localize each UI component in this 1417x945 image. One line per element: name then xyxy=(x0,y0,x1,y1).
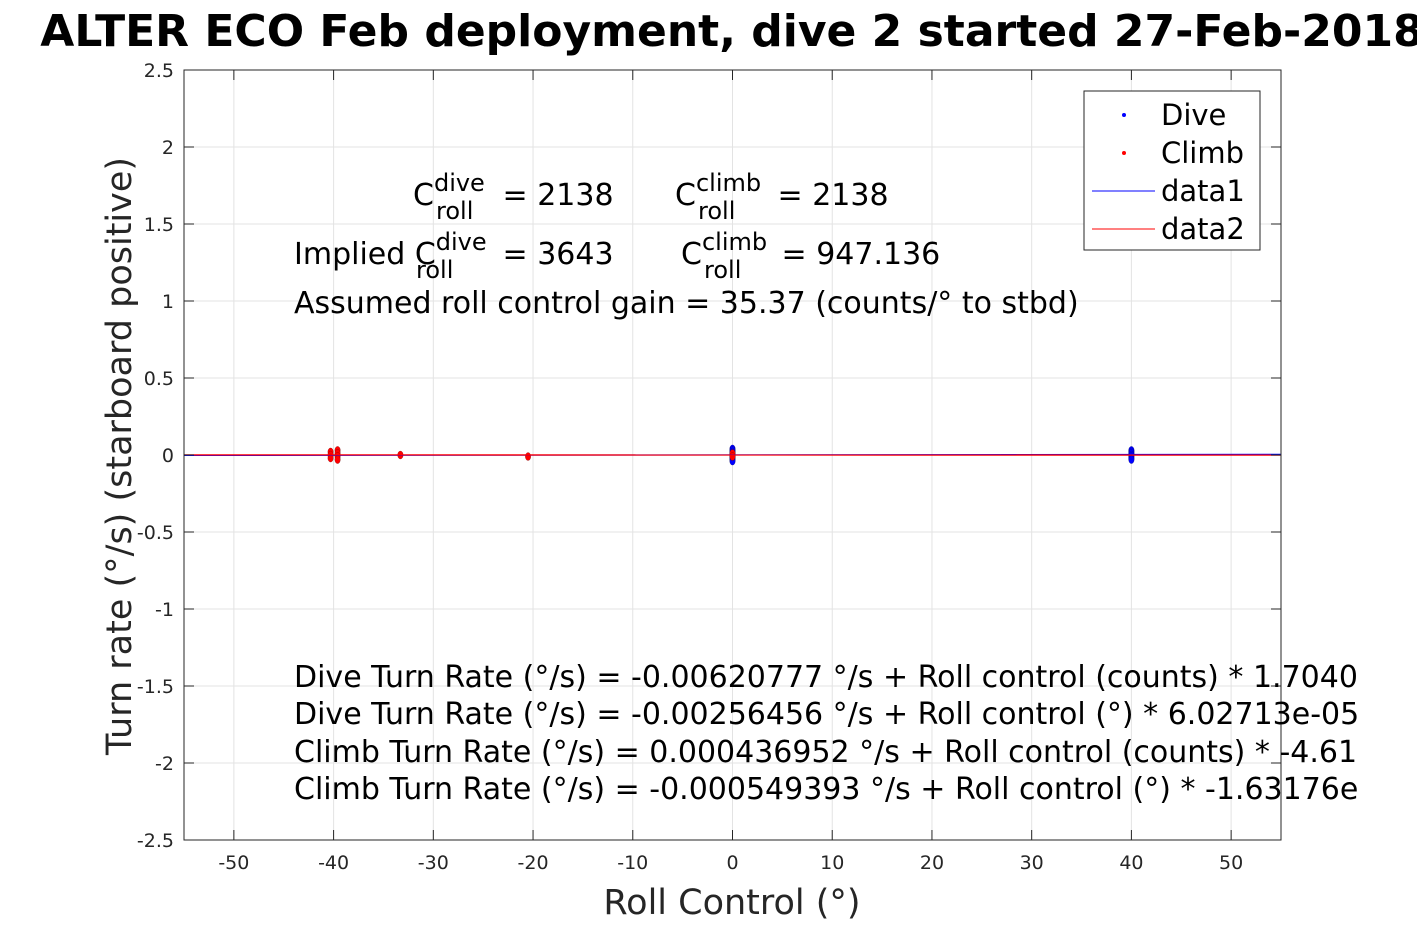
legend-label-data1: data1 xyxy=(1161,174,1245,208)
legend: Dive Climb data1 data2 xyxy=(1083,90,1261,251)
x-tick-label: 0 xyxy=(726,852,738,874)
y-tick-label: 0 xyxy=(162,445,174,467)
legend-box xyxy=(1083,90,1261,251)
legend-marker-dive xyxy=(1122,113,1126,117)
x-tick-label: -50 xyxy=(218,852,249,874)
y-tick-label: 2.5 xyxy=(144,60,174,82)
y-tick-label: 2 xyxy=(162,137,174,159)
equation-climb-degrees: Climb Turn Rate (°/s) = -0.000549393 °/s… xyxy=(294,772,1358,807)
x-tick-label: -30 xyxy=(418,852,449,874)
data-point-Climb xyxy=(729,452,736,461)
x-tick-label: 10 xyxy=(820,852,844,874)
x-tick-label: -40 xyxy=(318,852,349,874)
data-point-Dive xyxy=(1128,455,1135,464)
y-tick-label: -2.5 xyxy=(137,830,174,852)
x-tick-label: 30 xyxy=(1020,852,1044,874)
x-tick-label: 20 xyxy=(920,852,944,874)
x-tick-label: -20 xyxy=(518,852,549,874)
y-tick-label: -0.5 xyxy=(137,522,174,544)
legend-marker-climb xyxy=(1122,151,1126,155)
chart-title: ALTER ECO Feb deployment, dive 2 started… xyxy=(40,6,1417,57)
x-axis-ticks: -50 -40 -30 -20 -10 0 10 20 30 40 50 xyxy=(218,70,1243,874)
y-tick-label: -1.5 xyxy=(137,676,174,698)
annotation-gain: Assumed roll control gain = 35.37 (count… xyxy=(294,286,1079,321)
annotation-climb-c-roll: Cclimb roll = 2138 xyxy=(675,169,889,225)
annotation-implied-dive: Implied Cdive roll = 3643 xyxy=(294,228,614,284)
y-axis-ticks: -2.5 -2 -1.5 -1 -0.5 0 0.5 1 1.5 2 2.5 xyxy=(137,60,1281,852)
x-tick-label: -10 xyxy=(617,852,648,874)
data-point-Climb xyxy=(334,455,341,464)
equation-dive-counts: Dive Turn Rate (°/s) = -0.00620777 °/s +… xyxy=(294,660,1358,695)
y-axis-label: Turn rate (°/s) (starboard positive) xyxy=(100,157,140,756)
data-point-Climb xyxy=(327,453,334,463)
legend-label-dive: Dive xyxy=(1161,98,1226,132)
annotation-dive-c-roll: Cdive roll = 2138 xyxy=(413,169,614,225)
legend-label-climb: Climb xyxy=(1161,136,1244,170)
equation-dive-degrees: Dive Turn Rate (°/s) = -0.00256456 °/s +… xyxy=(294,697,1359,732)
equation-climb-counts: Climb Turn Rate (°/s) = 0.000436952 °/s … xyxy=(294,735,1357,770)
y-tick-label: 0.5 xyxy=(144,368,174,390)
x-tick-label: 50 xyxy=(1219,852,1243,874)
y-tick-label: 1.5 xyxy=(144,214,174,236)
annotation-implied-climb: Cclimb roll = 947.136 xyxy=(681,228,940,284)
y-tick-label: -2 xyxy=(155,753,174,775)
legend-label-data2: data2 xyxy=(1161,212,1245,246)
series-layer xyxy=(183,444,1282,466)
y-tick-label: -1 xyxy=(155,599,174,621)
x-tick-label: 40 xyxy=(1119,852,1143,874)
y-tick-label: 1 xyxy=(162,291,174,313)
annotations: Cdive roll = 2138 Cclimb roll = 2138 Impli… xyxy=(294,169,1359,807)
x-axis-label: Roll Control (°) xyxy=(603,883,860,923)
data-point-Climb xyxy=(525,452,532,461)
